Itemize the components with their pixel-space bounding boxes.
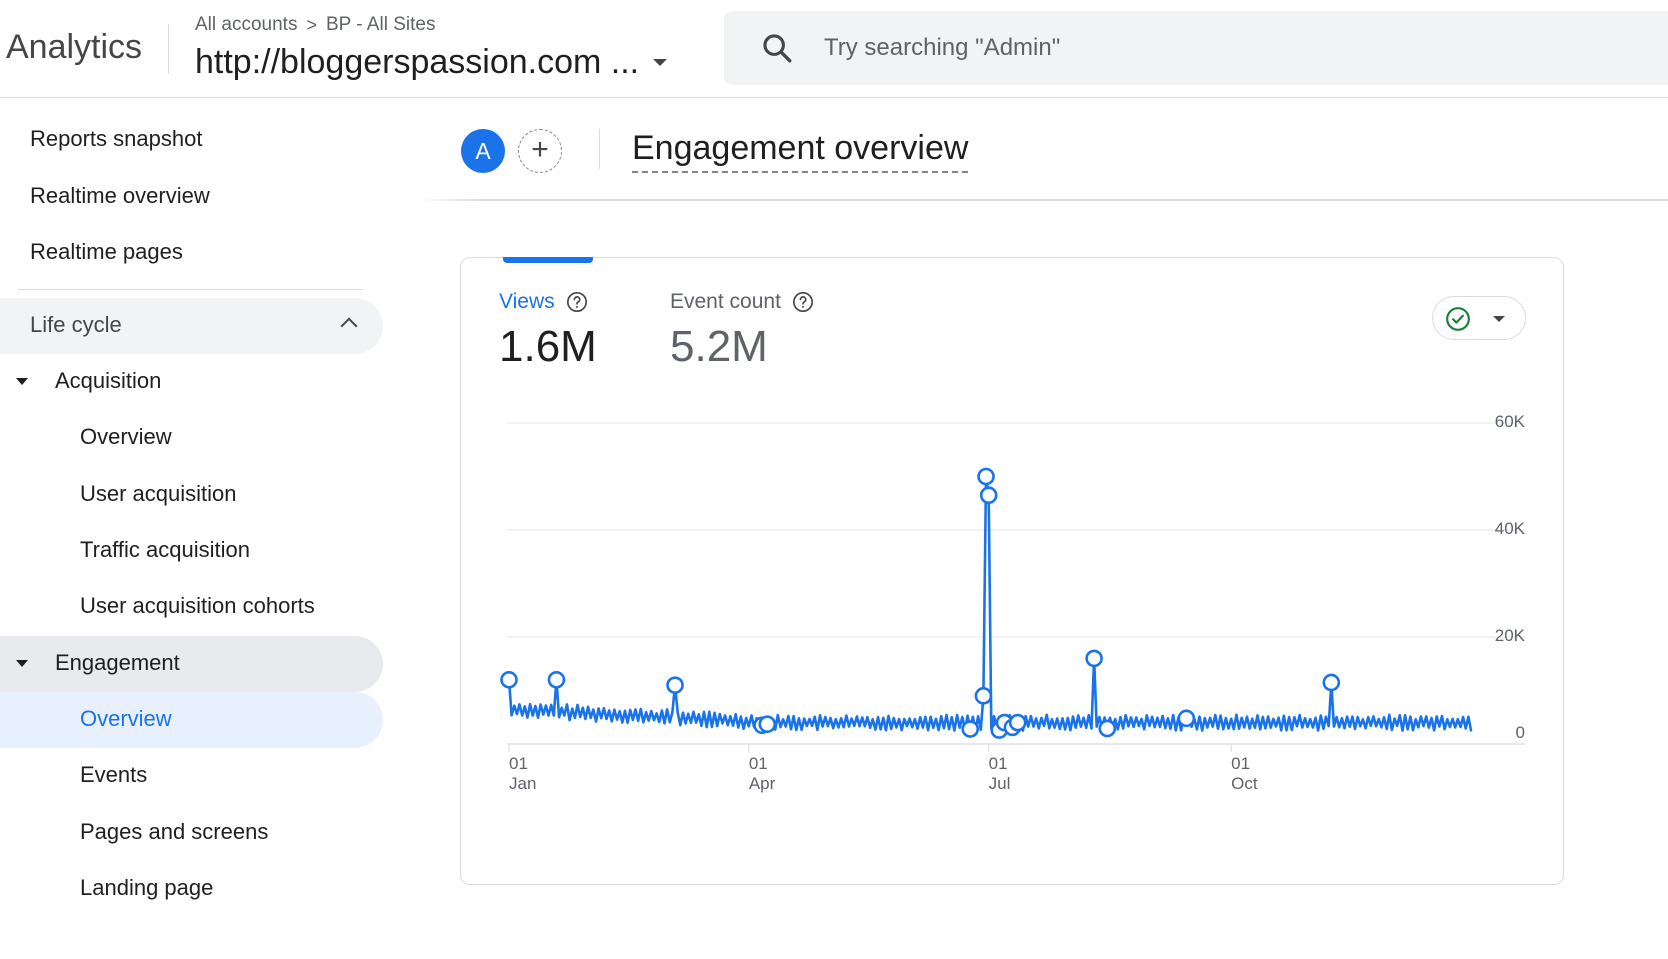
chart-options-dropdown[interactable] <box>1432 296 1526 340</box>
page-title[interactable]: Engagement overview <box>632 129 969 173</box>
search-input[interactable] <box>824 29 1524 67</box>
x-tick-label: 01 <box>1231 754 1250 773</box>
nav-item-user-acquisition[interactable]: User acquisition <box>0 467 383 523</box>
check-circle-icon <box>1446 307 1470 331</box>
metric-tab-event-count[interactable]: Event count 5.2M <box>670 290 814 372</box>
nav-item-user-acquisition-cohorts[interactable]: User acquisition cohorts <box>0 579 383 635</box>
metric-label: Event count <box>670 290 781 313</box>
title-divider <box>599 129 600 169</box>
anomaly-marker <box>1085 649 1103 668</box>
page-header: A + Engagement overview <box>420 99 1668 203</box>
x-tick-label: 01 <box>509 754 528 773</box>
help-circle-icon[interactable] <box>566 291 588 313</box>
section-label: Life cycle <box>30 312 122 337</box>
nav-group-label: Engagement <box>55 650 180 675</box>
views-chart-card: Views 1.6M Event count 5.2M 0 20K 40K 60K 01 <box>460 257 1564 885</box>
breadcrumb-all-accounts[interactable]: All accounts <box>195 14 298 35</box>
anomaly-marker <box>1098 719 1117 738</box>
x-tick-label: 01 <box>749 754 768 773</box>
nav-item-label: Traffic acquisition <box>80 537 250 562</box>
nav-item-realtime-overview[interactable]: Realtime overview <box>30 183 210 208</box>
page-header-divider <box>420 199 1668 201</box>
section-life-cycle[interactable]: Life cycle <box>0 298 383 354</box>
plus-icon: + <box>531 133 549 166</box>
expand-triangle-icon[interactable] <box>16 660 28 667</box>
top-app-bar: Analytics All accounts > BP - All Sites … <box>0 0 1668 98</box>
nav-item-traffic-acquisition[interactable]: Traffic acquisition <box>0 523 383 579</box>
x-tick-label: Apr <box>749 774 776 793</box>
nav-item-label: Events <box>80 762 148 787</box>
breadcrumb-separator-icon: > <box>306 14 317 35</box>
nav-group-acquisition[interactable]: Acquisition <box>0 354 383 410</box>
x-tick-label: Jan <box>509 774 536 793</box>
breadcrumb: All accounts > BP - All Sites <box>195 14 435 36</box>
add-comparison-button[interactable]: + <box>518 129 562 173</box>
y-tick-label: 0 <box>1516 723 1525 742</box>
product-name[interactable]: Analytics <box>6 28 143 66</box>
caret-down-icon[interactable] <box>653 58 668 66</box>
sidebar-divider <box>18 289 364 290</box>
anomaly-marker <box>547 670 566 689</box>
x-tick-label: Oct <box>1231 774 1258 793</box>
nav-item-engagement-overview[interactable]: Overview <box>0 692 383 748</box>
nav-group-engagement[interactable]: Engagement <box>0 636 383 692</box>
metric-value: 1.6M <box>499 322 597 371</box>
nav-item-label: Overview <box>80 424 172 449</box>
sidebar-nav: Reports snapshot Realtime overview Realt… <box>0 99 410 959</box>
header-divider <box>168 24 169 74</box>
anomaly-marker <box>977 467 995 486</box>
property-name[interactable]: http://bloggerspassion.com ... <box>195 42 640 81</box>
chevron-up-icon[interactable] <box>340 317 358 335</box>
anomaly-marker <box>1177 709 1196 728</box>
expand-triangle-icon[interactable] <box>16 378 28 385</box>
nav-group-label: Acquisition <box>55 368 162 393</box>
nav-item-pages-and-screens[interactable]: Pages and screens <box>0 805 383 861</box>
anomaly-marker <box>979 486 998 505</box>
active-tab-indicator <box>503 257 593 263</box>
help-circle-icon[interactable] <box>792 291 814 313</box>
nav-item-realtime-pages[interactable]: Realtime pages <box>30 239 183 264</box>
nav-item-label: Overview <box>80 706 172 731</box>
views-series-line <box>507 475 1473 732</box>
x-tick-label: Jul <box>989 774 1011 793</box>
y-tick-label: 40K <box>1495 519 1526 538</box>
metric-tab-views[interactable]: Views 1.6M <box>499 290 597 372</box>
y-tick-label: 20K <box>1495 626 1526 645</box>
nav-item-label: User acquisition cohorts <box>80 593 315 618</box>
property-selector[interactable]: http://bloggerspassion.com ... <box>195 40 668 84</box>
anomaly-marker <box>500 670 518 689</box>
anomaly-marker <box>961 720 980 738</box>
nav-item-landing-page[interactable]: Landing page <box>0 861 383 917</box>
comparison-avatar[interactable]: A <box>461 129 505 173</box>
caret-down-icon[interactable] <box>1493 316 1505 322</box>
y-tick-label: 60K <box>1495 412 1526 431</box>
metric-value: 5.2M <box>670 322 768 371</box>
anomaly-marker <box>974 687 993 705</box>
search-icon[interactable] <box>760 31 794 65</box>
anomaly-marker <box>1008 713 1027 732</box>
nav-item-label: Pages and screens <box>80 819 269 844</box>
anomaly-marker <box>758 715 777 734</box>
search-bar[interactable] <box>724 11 1668 85</box>
nav-item-label: User acquisition <box>80 481 237 506</box>
x-tick-label: 01 <box>989 754 1008 773</box>
anomaly-marker <box>666 676 684 694</box>
nav-item-acquisition-overview[interactable]: Overview <box>0 410 383 466</box>
nav-item-reports-snapshot[interactable]: Reports snapshot <box>30 126 203 151</box>
nav-item-events[interactable]: Events <box>0 748 383 804</box>
nav-item-label: Landing page <box>80 875 214 900</box>
anomaly-marker <box>1322 673 1341 692</box>
breadcrumb-account[interactable]: BP - All Sites <box>325 14 436 35</box>
metric-label: Views <box>499 290 555 313</box>
